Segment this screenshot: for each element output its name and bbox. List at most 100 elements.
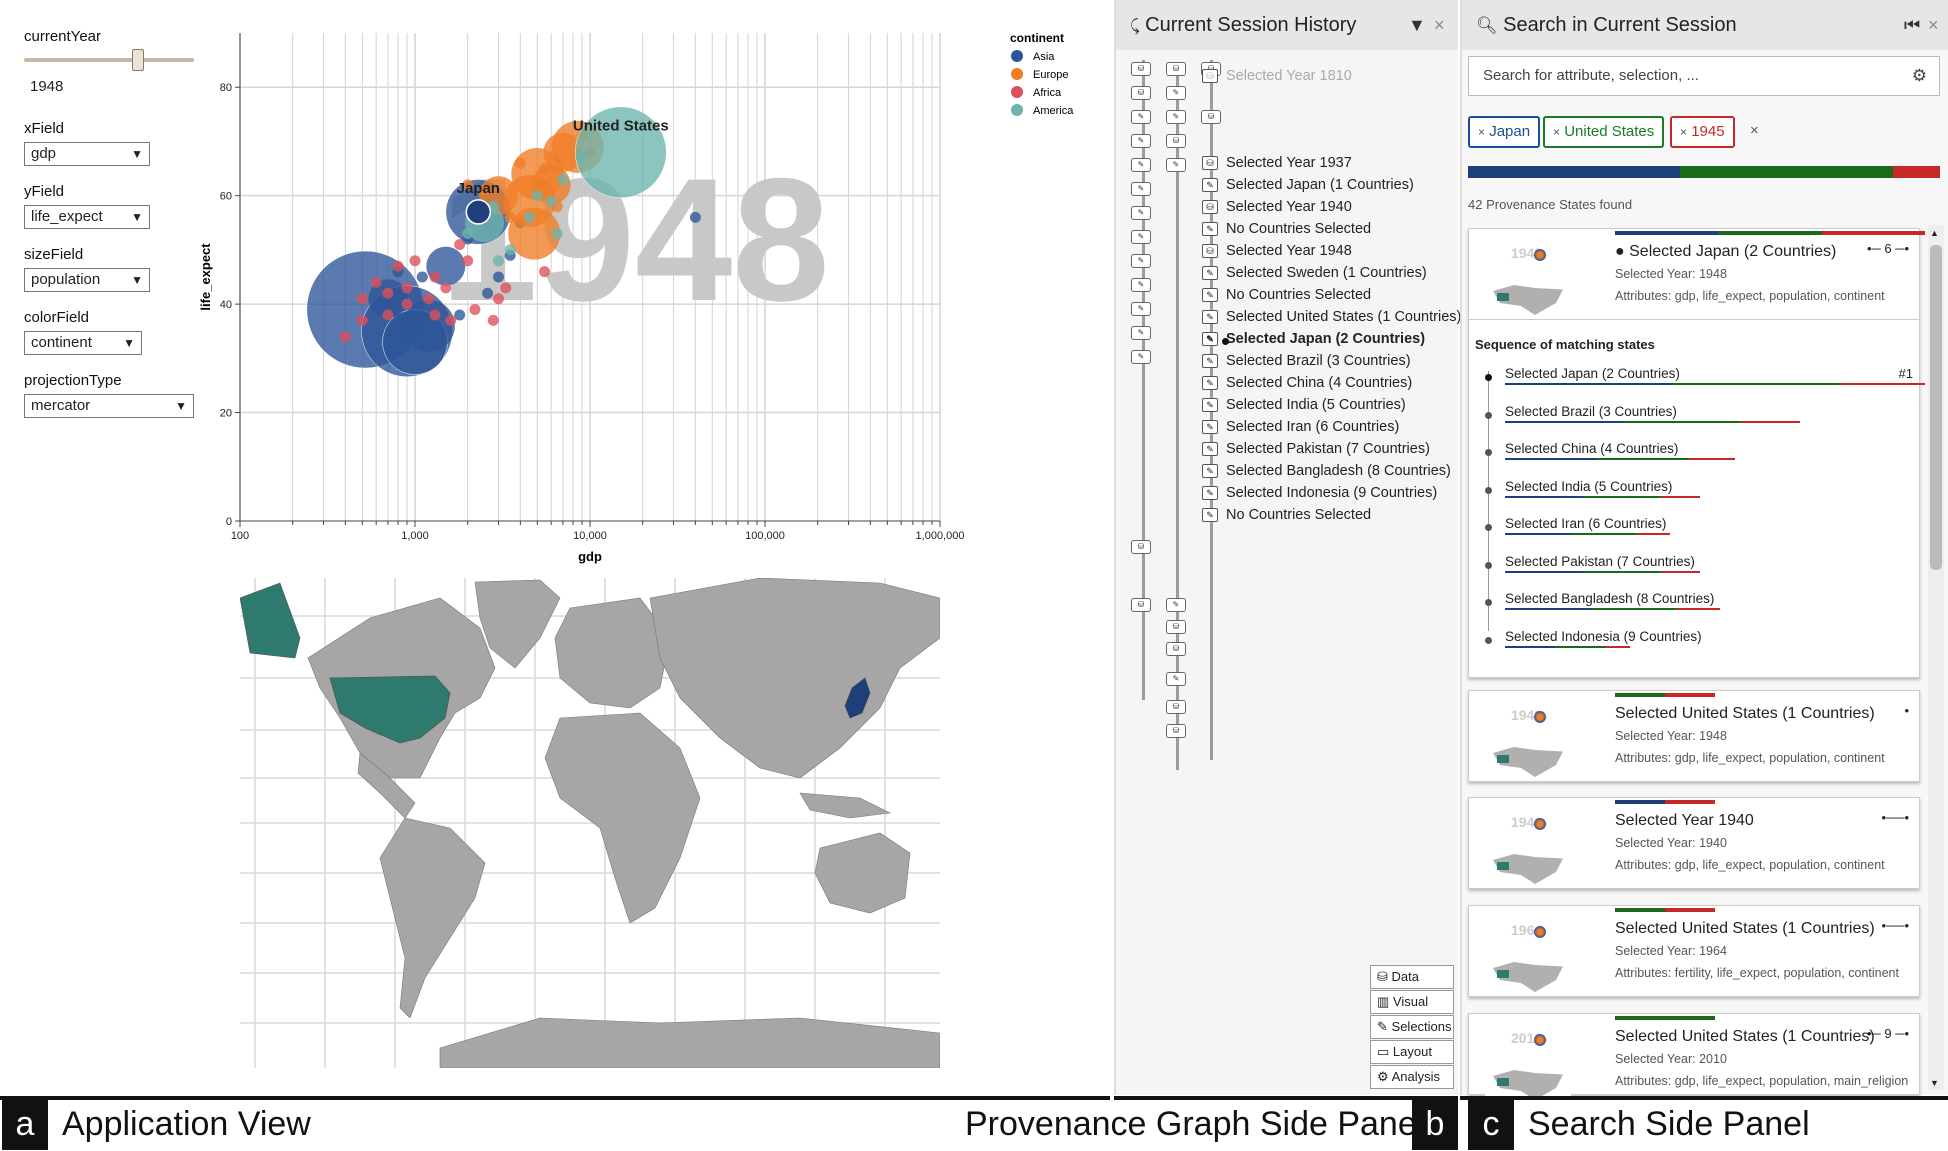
data-point-africa[interactable] xyxy=(539,266,551,278)
sequence-item[interactable]: Selected Pakistan (7 Countries) xyxy=(1505,554,1695,569)
year-slider-handle[interactable] xyxy=(132,49,144,71)
remove-tag-icon[interactable]: × xyxy=(1553,125,1561,139)
data-point-africa[interactable] xyxy=(492,293,504,305)
data-point-asia[interactable] xyxy=(482,287,494,299)
graph-node[interactable]: ⛁ xyxy=(1166,700,1186,714)
graph-node[interactable]: ✎ xyxy=(1166,672,1186,686)
sizefield-select[interactable]: population ▼ xyxy=(24,268,150,292)
result-card[interactable]: 1940 Selected Year 1940 Selected Year: 1… xyxy=(1468,797,1920,889)
history-item[interactable]: ✎ Selected Brazil (3 Countries) xyxy=(1202,353,1411,369)
data-point-africa[interactable] xyxy=(401,282,413,294)
gear-icon[interactable]: ⚙ xyxy=(1911,66,1927,85)
data-point-africa[interactable] xyxy=(429,271,441,283)
data-point-africa[interactable] xyxy=(356,293,368,305)
data-point-africa[interactable] xyxy=(401,298,413,310)
filter-selections-button[interactable]: ✎ Selections xyxy=(1370,1015,1454,1039)
history-item[interactable]: ✎ Selected Bangladesh (8 Countries) xyxy=(1202,463,1451,479)
graph-node[interactable]: ⛁ xyxy=(1131,86,1151,100)
search-input[interactable]: Search for attribute, selection, ... ⚙ xyxy=(1468,56,1940,96)
sequence-item[interactable]: Selected China (4 Countries) xyxy=(1505,441,1678,456)
data-point-africa[interactable] xyxy=(382,309,394,321)
graph-node[interactable]: ⛁ xyxy=(1166,620,1186,634)
map-united-states[interactable] xyxy=(329,675,451,744)
projection-select[interactable]: mercator ▼ xyxy=(24,394,194,418)
data-point-america[interactable] xyxy=(504,244,516,256)
data-point-africa[interactable] xyxy=(409,255,421,267)
data-point-africa[interactable] xyxy=(392,260,404,272)
data-point-japan-selected[interactable] xyxy=(465,199,492,225)
filter-layout-button[interactable]: ▭ Layout xyxy=(1370,1040,1454,1064)
data-point-europe[interactable] xyxy=(539,163,551,175)
graph-node[interactable]: ✎ xyxy=(1166,598,1186,612)
sequence-item[interactable]: Selected Iran (6 Countries) xyxy=(1505,516,1666,531)
graph-node[interactable]: ✎ xyxy=(1131,206,1151,220)
scrollbar-thumb[interactable] xyxy=(1930,245,1942,570)
history-item[interactable]: ⛁ Selected Year 1940 xyxy=(1202,199,1352,215)
history-item[interactable]: ✎ No Countries Selected xyxy=(1202,287,1371,303)
data-point-africa[interactable] xyxy=(500,282,512,294)
data-point-africa[interactable] xyxy=(339,331,351,343)
history-item[interactable]: ✎ Selected Iran (6 Countries) xyxy=(1202,419,1399,435)
data-point-africa[interactable] xyxy=(440,282,452,294)
graph-node[interactable]: ⛁ xyxy=(1166,62,1186,76)
xfield-select[interactable]: gdp ▼ xyxy=(24,142,150,166)
graph-node[interactable]: ✎ xyxy=(1131,134,1151,148)
data-point-africa[interactable] xyxy=(423,293,435,305)
close-icon[interactable]: × xyxy=(1928,15,1939,35)
data-point-asia[interactable] xyxy=(492,271,504,283)
data-point-asia[interactable] xyxy=(689,211,701,223)
graph-node[interactable]: ⛁ xyxy=(1166,642,1186,656)
data-point-africa[interactable] xyxy=(370,276,382,288)
data-point-america[interactable] xyxy=(531,190,543,202)
map-alaska[interactable] xyxy=(240,582,301,659)
data-point-europe[interactable] xyxy=(462,179,474,191)
data-point-asia[interactable] xyxy=(416,271,428,283)
remove-tag-icon[interactable]: × xyxy=(1680,125,1688,139)
data-point-america[interactable] xyxy=(557,173,569,185)
graph-node[interactable]: ⛁ xyxy=(1166,134,1186,148)
graph-node[interactable]: ✎ xyxy=(1131,254,1151,268)
history-item[interactable]: ✎ Selected Pakistan (7 Countries) xyxy=(1202,441,1430,457)
data-point-africa[interactable] xyxy=(429,309,441,321)
scroll-up-icon[interactable]: ▲ xyxy=(1930,228,1939,238)
clear-tags-button[interactable]: × xyxy=(1750,122,1759,139)
history-item[interactable]: ✎ Selected Japan (2 Countries) xyxy=(1202,331,1425,347)
sequence-count[interactable]: •─ 9 ─• xyxy=(1867,1026,1909,1041)
sequence-item[interactable]: Selected Japan (2 Countries) xyxy=(1505,366,1680,381)
graph-node[interactable]: ✎ xyxy=(1131,110,1151,124)
history-item[interactable]: ✎ Selected China (4 Countries) xyxy=(1202,375,1412,391)
search-tag[interactable]: × Japan xyxy=(1468,116,1541,148)
filter-visual-button[interactable]: ▥ Visual xyxy=(1370,990,1454,1014)
search-tag[interactable]: × United States xyxy=(1543,116,1665,148)
data-point-africa[interactable] xyxy=(469,304,481,316)
filter-data-button[interactable]: ⛁ Data xyxy=(1370,965,1454,989)
search-tag[interactable]: × 1945 xyxy=(1670,116,1735,148)
collapse-icon[interactable]: ⏮ xyxy=(1904,15,1921,35)
sequence-count[interactable]: •─ 6 ─• xyxy=(1867,241,1909,256)
graph-node[interactable]: ✎ xyxy=(1166,86,1186,100)
year-slider-track[interactable] xyxy=(24,58,194,62)
data-point-america[interactable] xyxy=(492,255,504,267)
data-point-africa[interactable] xyxy=(462,255,474,267)
filter-icon[interactable]: ▼ xyxy=(1408,15,1426,35)
history-item[interactable]: ✎ Selected Sweden (1 Countries) xyxy=(1202,265,1427,281)
data-point-america[interactable] xyxy=(523,211,535,223)
scroll-down-icon[interactable]: ▼ xyxy=(1930,1078,1939,1088)
history-item[interactable]: ✎ Selected India (5 Countries) xyxy=(1202,397,1406,413)
history-item[interactable]: ⛁ Selected Year 1937 xyxy=(1202,155,1352,171)
result-card[interactable]: 1948 ● Selected Japan (2 Countries) Sele… xyxy=(1468,228,1925,678)
history-item[interactable]: ✎ Selected Japan (1 Countries) xyxy=(1202,177,1414,193)
history-item[interactable]: ⛁ Selected Year 1948 xyxy=(1202,243,1352,259)
data-point-europe[interactable] xyxy=(514,157,526,169)
data-point-africa[interactable] xyxy=(487,314,499,326)
sequence-item[interactable]: Selected Bangladesh (8 Countries) xyxy=(1505,591,1714,606)
sequence-item[interactable]: Selected Indonesia (9 Countries) xyxy=(1505,629,1702,644)
history-item[interactable]: ✎ No Countries Selected xyxy=(1202,221,1371,237)
history-item[interactable]: ⛁ Selected Year 1810 xyxy=(1202,68,1352,84)
data-point-africa[interactable] xyxy=(382,287,394,299)
graph-node[interactable]: ⛁ xyxy=(1166,724,1186,738)
data-point-america[interactable] xyxy=(575,106,667,199)
graph-node[interactable]: ✎ xyxy=(1131,278,1151,292)
filter-analysis-button[interactable]: ⚙ Analysis xyxy=(1370,1065,1454,1089)
map-japan[interactable] xyxy=(844,677,871,719)
